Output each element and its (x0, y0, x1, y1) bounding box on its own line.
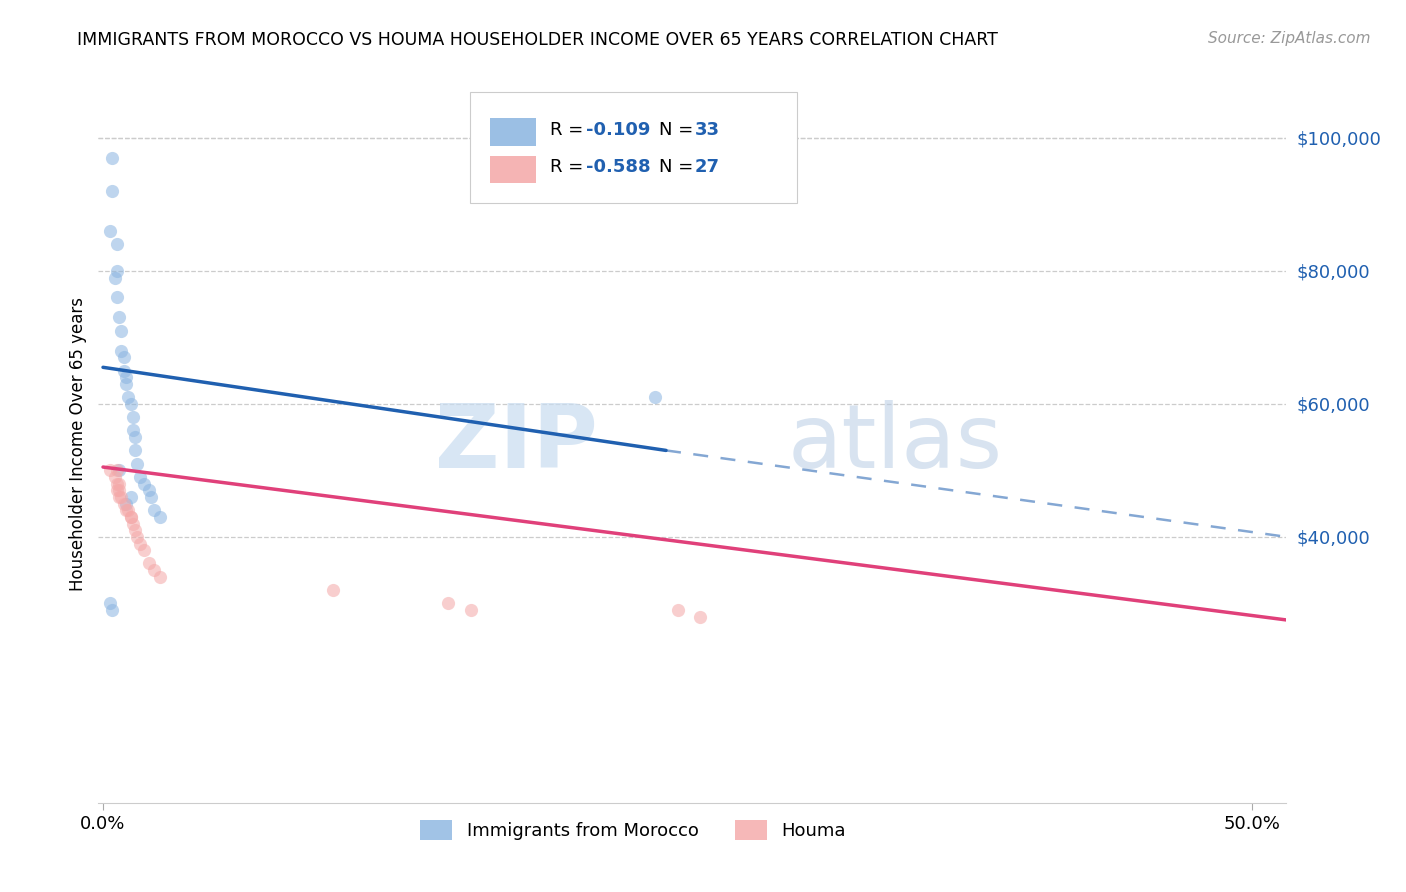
Point (128, 470, 150, 484)
Point (142, 563, 165, 577)
Point (117, 503, 139, 517)
Point (120, 397, 142, 411)
Point (105, 483, 128, 498)
Text: -0.109: -0.109 (585, 121, 650, 139)
Point (103, 270, 125, 285)
Text: N =: N = (659, 121, 699, 139)
Point (122, 410, 145, 425)
Point (128, 536, 150, 550)
Point (460, 603, 482, 617)
Point (101, 151, 124, 165)
Point (122, 516, 145, 531)
Point (666, 603, 689, 617)
Point (127, 530, 149, 544)
Point (138, 557, 160, 571)
Point (105, 237, 128, 252)
Point (103, 470, 125, 484)
Point (436, 596, 458, 610)
Point (105, 264, 128, 278)
Point (105, 476, 128, 491)
Point (112, 497, 135, 511)
Point (115, 497, 138, 511)
Point (322, 582, 344, 597)
Point (117, 390, 139, 404)
Text: 27: 27 (695, 158, 720, 177)
Point (110, 343, 132, 358)
Legend: Immigrants from Morocco, Houma: Immigrants from Morocco, Houma (412, 813, 853, 847)
Point (98, 224, 121, 238)
Point (142, 503, 165, 517)
Point (105, 291, 128, 305)
Point (127, 457, 149, 471)
Bar (491, 156, 536, 183)
Point (124, 443, 146, 458)
Text: -0.588: -0.588 (585, 158, 650, 177)
Point (98, 596, 121, 610)
Point (689, 609, 711, 624)
Point (108, 490, 131, 504)
Point (122, 424, 145, 438)
Point (105, 463, 128, 477)
Point (120, 509, 142, 524)
Point (124, 430, 146, 444)
Point (108, 463, 131, 477)
Point (110, 324, 132, 338)
Point (112, 364, 135, 378)
Point (108, 476, 131, 491)
Y-axis label: Householder Income Over 65 years: Householder Income Over 65 years (69, 297, 87, 591)
Text: Source: ZipAtlas.com: Source: ZipAtlas.com (1208, 31, 1371, 46)
Text: IMMIGRANTS FROM MOROCCO VS HOUMA HOUSEHOLDER INCOME OVER 65 YEARS CORRELATION CH: IMMIGRANTS FROM MOROCCO VS HOUMA HOUSEHO… (77, 31, 998, 49)
Point (120, 490, 142, 504)
Text: 33: 33 (695, 121, 720, 139)
Point (138, 483, 160, 498)
Point (149, 570, 172, 584)
Bar (491, 119, 536, 145)
Text: R =: R = (550, 158, 589, 177)
Point (101, 184, 124, 198)
Point (115, 503, 138, 517)
Text: atlas: atlas (787, 401, 1002, 487)
Point (115, 370, 138, 384)
Point (141, 490, 163, 504)
Point (108, 310, 131, 325)
Point (120, 509, 142, 524)
Text: ZIP: ZIP (434, 401, 598, 487)
Point (134, 476, 156, 491)
Point (110, 490, 132, 504)
Point (108, 483, 131, 498)
Point (115, 376, 138, 391)
Point (112, 351, 135, 365)
Point (644, 390, 666, 404)
Text: N =: N = (659, 158, 699, 177)
Point (98, 463, 121, 477)
Point (101, 603, 124, 617)
Point (134, 543, 156, 558)
Point (149, 509, 172, 524)
Text: R =: R = (550, 121, 589, 139)
Point (124, 523, 146, 537)
FancyBboxPatch shape (470, 92, 797, 203)
